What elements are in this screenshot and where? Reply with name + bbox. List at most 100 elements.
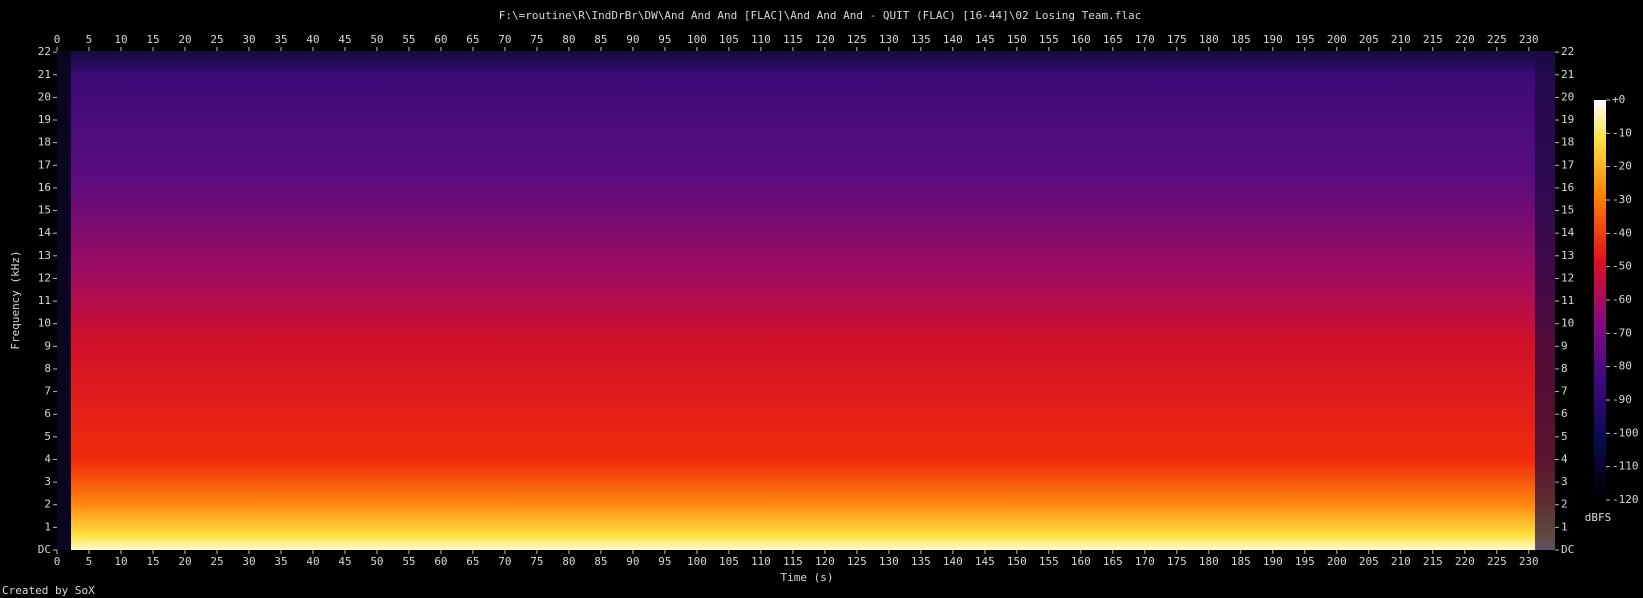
x-tick-label-top: 20 bbox=[178, 33, 191, 46]
x-tick-label-top: 170 bbox=[1135, 33, 1155, 46]
x-tick-label: 195 bbox=[1295, 555, 1315, 568]
x-tick-label-top: 115 bbox=[783, 33, 803, 46]
y-tick-label-right: 1 bbox=[1561, 520, 1568, 533]
colorbar-tick-label: -90 bbox=[1612, 393, 1632, 406]
x-tick-label-top: 105 bbox=[719, 33, 739, 46]
y-tick-label-right: 2 bbox=[1561, 498, 1568, 511]
x-tick-label: 115 bbox=[783, 555, 803, 568]
y-tick-label: 15 bbox=[38, 204, 51, 217]
x-tick-label-top: 205 bbox=[1359, 33, 1379, 46]
x-tick-label-top: 165 bbox=[1103, 33, 1123, 46]
x-tick-label: 100 bbox=[687, 555, 707, 568]
x-tick-label-top: 70 bbox=[498, 33, 511, 46]
y-tick-label: 12 bbox=[38, 271, 51, 284]
y-tick-label-right: 21 bbox=[1561, 68, 1574, 81]
x-tick-label: 30 bbox=[242, 555, 255, 568]
colorbar-tick-label: -110 bbox=[1612, 460, 1639, 473]
y-tick-label: 1 bbox=[44, 520, 51, 533]
colorbar-tick-label: -60 bbox=[1612, 293, 1632, 306]
y-tick-label-right: 3 bbox=[1561, 475, 1568, 488]
x-tick-label: 50 bbox=[370, 555, 383, 568]
x-tick-label-top: 210 bbox=[1391, 33, 1411, 46]
x-tick-label: 95 bbox=[658, 555, 671, 568]
y-tick-label-right: 18 bbox=[1561, 136, 1574, 149]
x-tick-label: 175 bbox=[1167, 555, 1187, 568]
colorbar-tick-label: -80 bbox=[1612, 360, 1632, 373]
x-tick-label: 105 bbox=[719, 555, 739, 568]
y-tick-label-right: 4 bbox=[1561, 452, 1568, 465]
x-tick-label: 80 bbox=[562, 555, 575, 568]
x-tick-label: 0 bbox=[54, 555, 61, 568]
x-tick-label-top: 195 bbox=[1295, 33, 1315, 46]
x-tick-label: 110 bbox=[751, 555, 771, 568]
colorbar-tick-label: +0 bbox=[1612, 93, 1625, 106]
y-tick-label-right: 22 bbox=[1561, 45, 1574, 58]
x-tick-label: 145 bbox=[975, 555, 995, 568]
x-tick-label: 25 bbox=[210, 555, 223, 568]
x-tick-label-top: 65 bbox=[466, 33, 479, 46]
y-tick-label: 2 bbox=[44, 498, 51, 511]
x-tick-label: 210 bbox=[1391, 555, 1411, 568]
y-tick-label: 16 bbox=[38, 181, 51, 194]
y-tick-label-right: 10 bbox=[1561, 317, 1574, 330]
x-tick-label-top: 90 bbox=[626, 33, 639, 46]
y-tick-label-right: 16 bbox=[1561, 181, 1574, 194]
x-tick-label: 155 bbox=[1039, 555, 1059, 568]
x-tick-label-top: 200 bbox=[1327, 33, 1347, 46]
x-tick-label: 180 bbox=[1199, 555, 1219, 568]
x-tick-label-top: 45 bbox=[338, 33, 351, 46]
x-tick-label: 225 bbox=[1487, 555, 1507, 568]
x-tick-label-top: 55 bbox=[402, 33, 415, 46]
y-tick-label: DC bbox=[38, 543, 51, 556]
colorbar-tick-label: -20 bbox=[1612, 160, 1632, 173]
x-tick-label-top: 95 bbox=[658, 33, 671, 46]
x-tick-label: 165 bbox=[1103, 555, 1123, 568]
y-tick-label-right: 12 bbox=[1561, 271, 1574, 284]
y-tick-label: 17 bbox=[38, 158, 51, 171]
y-tick-label-right: 5 bbox=[1561, 430, 1568, 443]
x-tick-label-top: 125 bbox=[847, 33, 867, 46]
y-tick-label: 14 bbox=[38, 226, 52, 239]
y-tick-label: 22 bbox=[38, 45, 51, 58]
x-tick-label-top: 10 bbox=[114, 33, 127, 46]
y-tick-label-right: 19 bbox=[1561, 113, 1574, 126]
y-tick-label: 4 bbox=[44, 452, 51, 465]
x-tick-label-top: 130 bbox=[879, 33, 899, 46]
y-tick-label: 20 bbox=[38, 90, 51, 103]
x-tick-label: 55 bbox=[402, 555, 415, 568]
x-tick-label: 85 bbox=[594, 555, 607, 568]
y-tick-label-right: 13 bbox=[1561, 249, 1574, 262]
x-tick-label-top: 140 bbox=[943, 33, 963, 46]
y-tick-label-right: 6 bbox=[1561, 407, 1568, 420]
x-tick-label: 15 bbox=[146, 555, 159, 568]
x-tick-label-top: 110 bbox=[751, 33, 771, 46]
x-tick-label-top: 175 bbox=[1167, 33, 1187, 46]
x-tick-label: 215 bbox=[1423, 555, 1443, 568]
x-tick-label: 170 bbox=[1135, 555, 1155, 568]
x-tick-label-top: 185 bbox=[1231, 33, 1251, 46]
x-tick-label-top: 60 bbox=[434, 33, 447, 46]
x-tick-label-top: 190 bbox=[1263, 33, 1283, 46]
y-tick-label-right: 15 bbox=[1561, 204, 1574, 217]
x-tick-label: 65 bbox=[466, 555, 479, 568]
y-tick-label: 3 bbox=[44, 475, 51, 488]
x-tick-label: 135 bbox=[911, 555, 931, 568]
x-tick-label-top: 135 bbox=[911, 33, 931, 46]
x-tick-label: 130 bbox=[879, 555, 899, 568]
y-tick-label: 11 bbox=[38, 294, 51, 307]
x-tick-label: 45 bbox=[338, 555, 351, 568]
colorbar-tick-label: -40 bbox=[1612, 226, 1632, 239]
y-tick-label: 8 bbox=[44, 362, 51, 375]
colorbar-tick-label: -70 bbox=[1612, 326, 1632, 339]
colorbar-label: dBFS bbox=[1585, 511, 1612, 524]
y-tick-label-right: 20 bbox=[1561, 90, 1574, 103]
x-tick-label-top: 0 bbox=[54, 33, 61, 46]
y-tick-label-right: 7 bbox=[1561, 385, 1568, 398]
x-tick-label-top: 15 bbox=[146, 33, 159, 46]
x-tick-label: 60 bbox=[434, 555, 447, 568]
x-tick-label-top: 150 bbox=[1007, 33, 1027, 46]
x-tick-label: 5 bbox=[86, 555, 93, 568]
x-tick-label: 150 bbox=[1007, 555, 1027, 568]
x-tick-label-top: 145 bbox=[975, 33, 995, 46]
